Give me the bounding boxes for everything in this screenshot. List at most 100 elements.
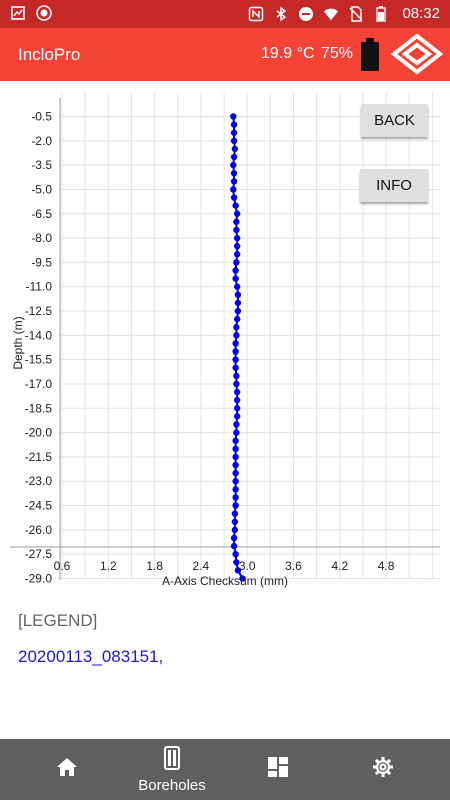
data-point [239, 575, 246, 582]
data-point [232, 478, 239, 485]
settings-icon [372, 756, 394, 783]
y-tick-label: -21.5 [25, 450, 53, 464]
chart-series [230, 113, 246, 582]
data-point [233, 380, 240, 388]
y-tick-label: -14.0 [25, 328, 53, 342]
data-point [231, 145, 239, 153]
data-point [230, 113, 237, 120]
data-point [233, 421, 240, 428]
data-point [230, 542, 238, 550]
data-point [232, 364, 239, 371]
back-button[interactable]: BACK [361, 104, 428, 137]
data-point [232, 356, 239, 363]
chart-axes [10, 98, 440, 580]
data-point [234, 567, 242, 574]
data-point [234, 299, 242, 307]
data-point [232, 340, 239, 347]
chart-grid [60, 92, 440, 579]
y-tick-label: -17.0 [25, 377, 53, 391]
y-tick-label: -2.0 [31, 134, 52, 148]
x-axis-label: A-Axis Checksum (mm) [162, 574, 288, 588]
dashboard-icon [267, 756, 289, 783]
data-point [230, 161, 237, 169]
status-left [10, 5, 52, 21]
no-sim-icon [348, 5, 364, 22]
nav-settings[interactable] [353, 739, 413, 800]
y-tick-label: -23.0 [25, 474, 53, 488]
nav-boreholes[interactable]: Boreholes [132, 739, 212, 800]
series-line [232, 116, 244, 579]
bluetooth-icon [273, 6, 289, 22]
app-bar: IncloPro 19.9 °C 75% [0, 28, 450, 81]
data-point [232, 469, 239, 477]
data-point [230, 153, 238, 161]
data-point [233, 234, 241, 242]
data-point [233, 210, 241, 217]
data-point [233, 332, 240, 339]
data-point [232, 267, 239, 274]
data-point [233, 226, 240, 234]
data-point [233, 242, 241, 250]
data-point [231, 510, 239, 517]
data-point [230, 194, 238, 201]
logo-icon [388, 33, 446, 79]
data-point [233, 396, 241, 404]
data-point [232, 486, 239, 493]
nav-boreholes-label: Boreholes [138, 776, 206, 794]
y-tick-label: -26.0 [25, 523, 53, 537]
notification-icon [10, 5, 26, 21]
y-tick-label: -29.0 [25, 572, 53, 586]
x-tick-label: 2.4 [193, 559, 210, 573]
x-tick-label: 4.2 [331, 559, 348, 573]
battery-icon [360, 38, 380, 77]
x-tick-label: 4.8 [378, 559, 395, 573]
chart-ticks: -0.5 -2.0 -3.5 -5.0 -6.5 -8.0 -9.5 -11.0 -12.5 -1… [25, 110, 395, 586]
y-tick-label: -6.5 [31, 207, 52, 221]
x-tick-label: 1.2 [100, 559, 117, 573]
data-point [230, 121, 238, 128]
clock: 08:32 [402, 5, 440, 22]
data-point [232, 461, 239, 469]
data-point [233, 405, 241, 412]
data-point [231, 526, 239, 534]
battery-percentage: 75% [321, 45, 354, 62]
status-bar: 08:32 [0, 0, 450, 28]
x-tick-label: 0.6 [54, 559, 71, 573]
nav-dashboard[interactable] [248, 739, 308, 800]
data-point [233, 413, 241, 420]
boreholes-icon [164, 745, 180, 775]
data-point [233, 315, 241, 323]
y-axis-label: Depth (m) [11, 316, 25, 369]
y-tick-label: -15.5 [25, 353, 53, 367]
data-point [233, 372, 240, 380]
data-point [230, 534, 238, 542]
data-point [233, 559, 240, 566]
wifi-icon [323, 6, 339, 22]
data-point [232, 494, 239, 501]
do-not-disturb-icon [298, 6, 314, 22]
battery-status-icon [373, 5, 389, 22]
data-point [232, 348, 239, 355]
data-point [233, 388, 241, 396]
data-point [232, 502, 239, 509]
data-point [230, 129, 238, 136]
data-point [233, 218, 240, 226]
data-point [230, 178, 238, 185]
data-point [233, 259, 240, 266]
data-point [232, 437, 239, 444]
y-tick-label: -11.0 [26, 280, 53, 294]
nav-home[interactable] [37, 739, 97, 800]
data-point [232, 445, 239, 453]
legend-title: [LEGEND] [18, 611, 98, 630]
data-point [234, 307, 242, 315]
x-tick-label: 1.8 [146, 559, 163, 573]
depth-profile-chart: -0.5 -2.0 -3.5 -5.0 -6.5 -8.0 -9.5 -11.0 -12.5 -1… [10, 92, 440, 588]
info-button[interactable]: INFO [360, 169, 428, 202]
legend-entry: 20200113_083151, [18, 647, 164, 666]
y-tick-label: -24.5 [25, 499, 53, 513]
bottom-navigation: Boreholes [0, 739, 450, 800]
y-tick-label: -8.0 [31, 231, 52, 245]
data-point [233, 251, 241, 258]
nfc-icon [248, 6, 264, 22]
app-title: IncloPro [18, 45, 81, 64]
